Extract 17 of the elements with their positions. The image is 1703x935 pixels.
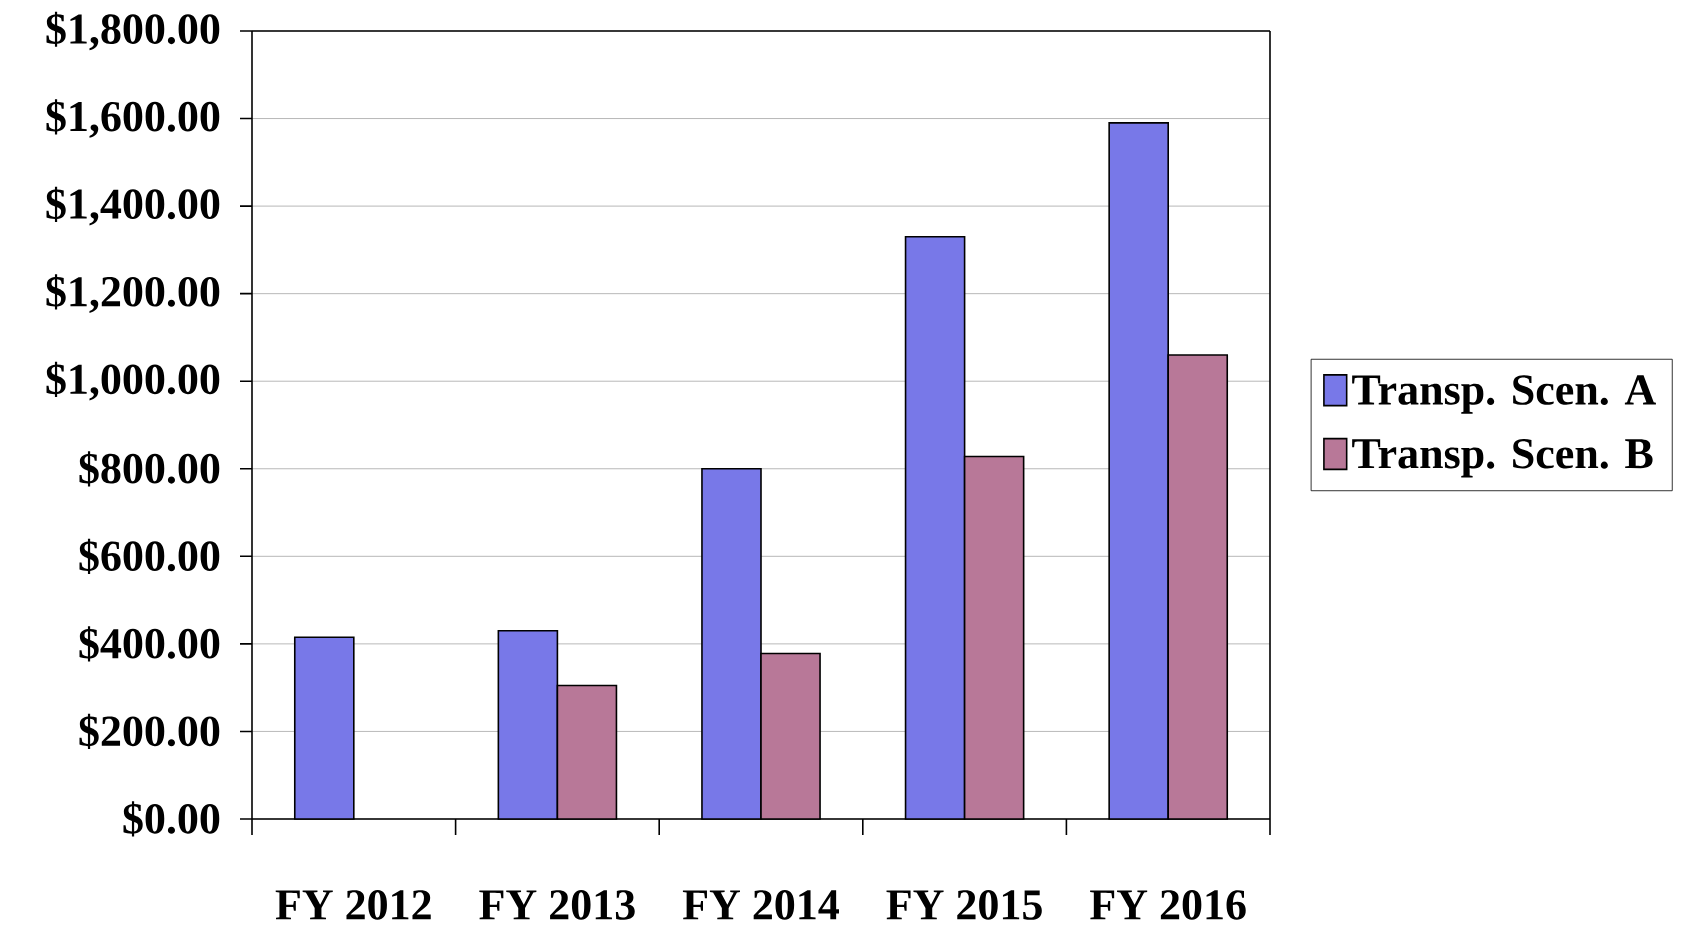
x-tick-label: FY 2012 <box>275 890 431 920</box>
x-tick-label: FY 2013 <box>479 890 635 920</box>
y-tick-label: $400.00 <box>79 626 220 662</box>
y-tick-label: $800.00 <box>79 451 220 487</box>
y-tick-label: $1,600.00 <box>46 99 220 138</box>
y-tick-label: $1,400.00 <box>46 186 220 226</box>
x-tick-label: FY 2015 <box>886 890 1042 920</box>
y-tick-label: $1,200.00 <box>46 274 220 313</box>
x-tick-label: FY 2016 <box>1090 890 1246 920</box>
legend-label: Transp. Scen. B <box>1352 438 1653 478</box>
x-tick-label: FY 2014 <box>682 890 839 920</box>
y-tick-label: $1,000.00 <box>46 361 220 401</box>
y-tick-label: $0.00 <box>123 801 220 837</box>
y-tick-label: $600.00 <box>79 538 220 574</box>
y-tick-label: $200.00 <box>79 713 220 750</box>
legend-label: Transp. Scen. A <box>1352 375 1656 414</box>
y-tick-label: $1,800.00 <box>46 11 220 51</box>
